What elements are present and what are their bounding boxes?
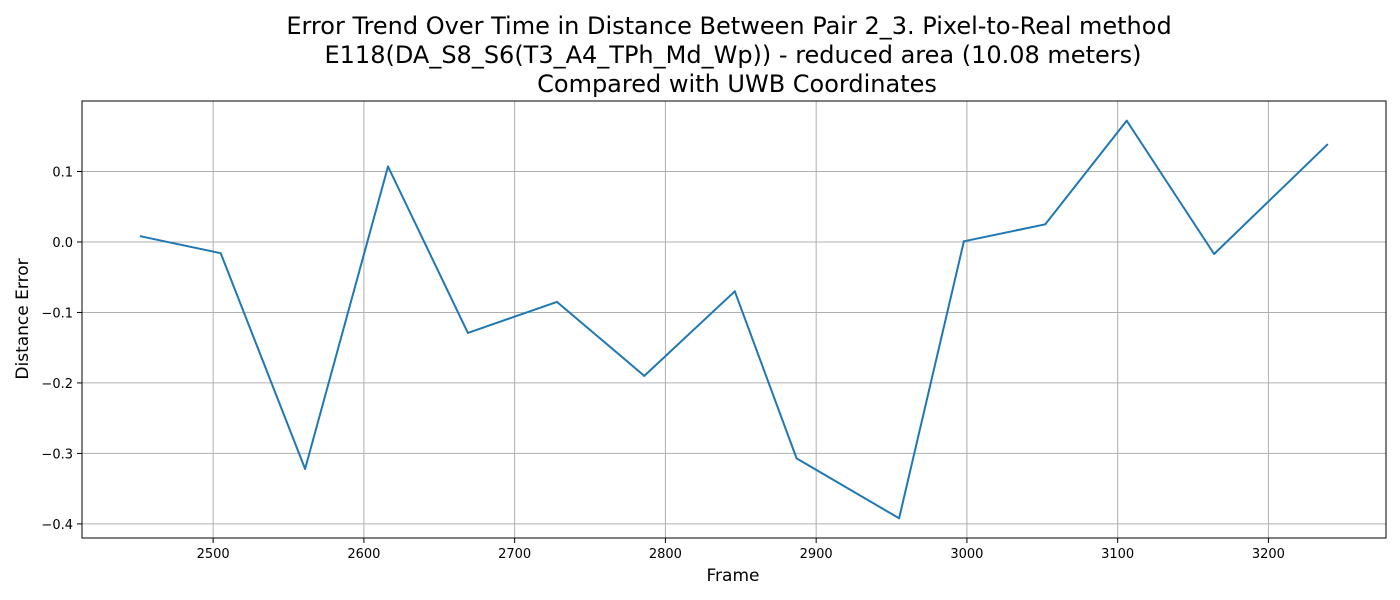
data-point xyxy=(962,240,965,243)
y-tick-label: −0.1 xyxy=(41,306,73,321)
data-series xyxy=(139,119,1329,520)
x-tick-label: 2800 xyxy=(649,547,682,562)
data-point xyxy=(304,467,307,470)
y-axis-ticks: 0.1 0.0 −0.1 −0.2 −0.3 −0.4 xyxy=(41,165,82,533)
x-tick-label: 2900 xyxy=(800,547,833,562)
grid-lines xyxy=(82,101,1386,538)
data-point xyxy=(643,374,646,377)
data-point xyxy=(555,300,558,303)
series-line xyxy=(139,119,1329,520)
chart-title-line-1: Error Trend Over Time in Distance Betwee… xyxy=(286,12,1171,40)
y-axis-label: Distance Error xyxy=(13,258,33,379)
chart-title-line-2: E118(DA_S8_S6(T3_A4_TPh_Md_Wp)) - reduce… xyxy=(325,41,1142,69)
data-point xyxy=(898,517,901,520)
data-point xyxy=(733,290,736,293)
data-point xyxy=(387,165,389,168)
y-tick-label: 0.0 xyxy=(52,236,73,251)
y-tick-label: −0.4 xyxy=(41,518,73,533)
x-tick-label: 2600 xyxy=(347,547,380,562)
data-point xyxy=(219,252,222,255)
x-tick-label: 2700 xyxy=(498,547,531,562)
data-point xyxy=(1044,223,1047,226)
y-tick-label: −0.3 xyxy=(41,447,73,462)
x-tick-label: 2500 xyxy=(197,547,230,562)
x-tick-label: 3000 xyxy=(950,547,983,562)
x-tick-label: 3200 xyxy=(1252,547,1285,562)
data-point xyxy=(1125,119,1128,122)
data-point xyxy=(466,331,469,334)
data-point xyxy=(795,457,798,460)
data-point xyxy=(1326,143,1329,146)
plot-frame xyxy=(81,100,1387,539)
y-tick-label: −0.2 xyxy=(41,377,73,392)
x-axis-ticks: 2500 2600 2700 2800 2900 3000 3100 3200 xyxy=(197,538,1285,562)
chart-title-line-3: Compared with UWB Coordinates xyxy=(537,70,937,98)
x-axis-label: Frame xyxy=(707,566,760,586)
data-point xyxy=(139,235,142,238)
x-tick-label: 3100 xyxy=(1101,547,1134,562)
chart-title: Error Trend Over Time in Distance Betwee… xyxy=(286,12,1171,98)
data-point xyxy=(1213,253,1216,255)
y-tick-label: 0.1 xyxy=(52,165,73,180)
